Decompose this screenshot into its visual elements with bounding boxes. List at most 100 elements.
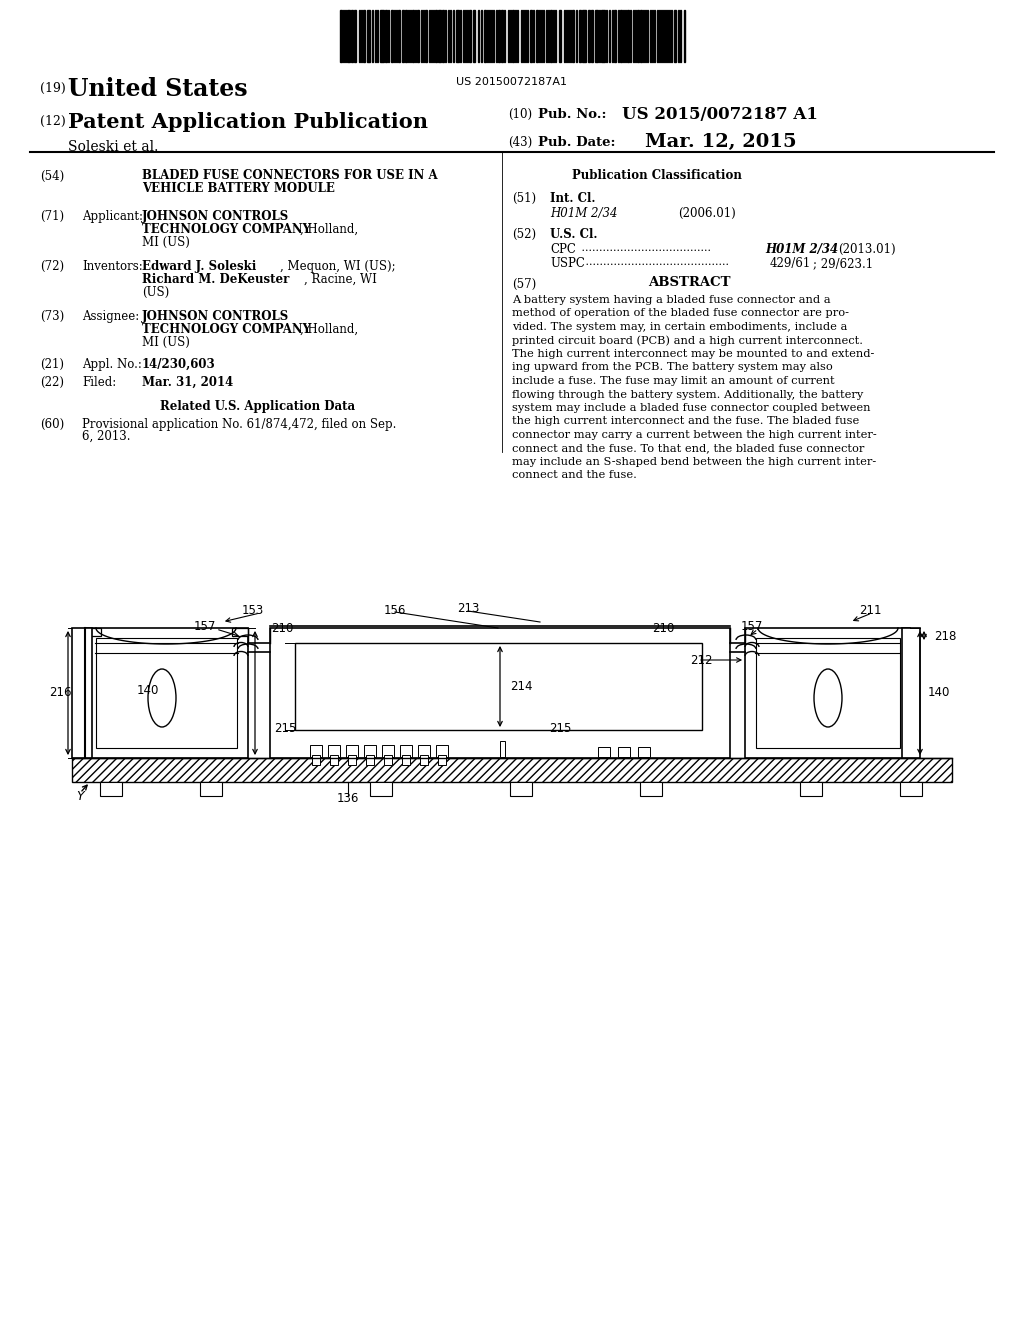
Text: Int. Cl.: Int. Cl. [550, 191, 596, 205]
Text: MI (US): MI (US) [142, 236, 189, 249]
Bar [582, 11, 586, 62]
Bar [400, 744, 412, 756]
Text: Inventors:: Inventors: [82, 260, 142, 273]
Bar [601, 11, 605, 62]
Text: Richard M. DeKeuster: Richard M. DeKeuster [142, 273, 290, 286]
Text: CPC: CPC [550, 243, 575, 256]
Text: connect and the fuse. To that end, the bladed fuse connector: connect and the fuse. To that end, the b… [512, 444, 864, 454]
Text: (60): (60) [40, 418, 65, 432]
Text: H01M 2/34: H01M 2/34 [550, 207, 617, 220]
Bar [510, 781, 532, 796]
Text: flowing through the battery system. Additionally, the battery: flowing through the battery system. Addi… [512, 389, 863, 400]
Bar [270, 628, 730, 758]
Bar [412, 11, 414, 62]
Bar [598, 747, 610, 756]
Bar [402, 11, 404, 62]
Text: TECHNOLOGY COMPANY: TECHNOLOGY COMPANY [142, 323, 311, 337]
Bar [362, 11, 365, 62]
Text: 216: 216 [49, 686, 72, 700]
Text: BLADED FUSE CONNECTORS FOR USE IN A: BLADED FUSE CONNECTORS FOR USE IN A [142, 169, 437, 182]
Bar [638, 747, 650, 756]
Bar [800, 781, 822, 796]
Bar [637, 11, 639, 62]
Bar [745, 628, 910, 758]
Text: .........................................: ........................................… [582, 257, 729, 267]
Text: 136: 136 [337, 792, 359, 804]
Text: (12): (12) [40, 115, 66, 128]
Text: JOHNSON CONTROLS: JOHNSON CONTROLS [142, 310, 289, 323]
Bar [391, 11, 393, 62]
Bar [572, 11, 574, 62]
Text: 153: 153 [242, 603, 264, 616]
Bar [530, 11, 532, 62]
Bar [330, 755, 338, 766]
Text: 156: 156 [384, 603, 407, 616]
Bar [348, 755, 356, 766]
Text: (72): (72) [40, 260, 65, 273]
Text: JOHNSON CONTROLS: JOHNSON CONTROLS [142, 210, 289, 223]
Bar [384, 755, 392, 766]
Text: Assignee:: Assignee: [82, 310, 139, 323]
Text: Related U.S. Application Data: Related U.S. Application Data [160, 400, 355, 413]
Text: Appl. No.:: Appl. No.: [82, 358, 142, 371]
Bar [232, 628, 248, 636]
Text: TECHNOLOGY COMPANY: TECHNOLOGY COMPANY [142, 223, 311, 236]
Bar [473, 11, 475, 62]
Text: (57): (57) [512, 279, 537, 290]
Bar [512, 11, 514, 62]
Text: ing upward from the PCB. The battery system may also: ing upward from the PCB. The battery sys… [512, 363, 833, 372]
Text: U.S. Cl.: U.S. Cl. [550, 228, 597, 242]
Bar [498, 11, 500, 62]
Bar [640, 781, 662, 796]
Text: (51): (51) [512, 191, 537, 205]
Text: US 20150072187A1: US 20150072187A1 [457, 77, 567, 87]
Text: USPC: USPC [550, 257, 585, 271]
Text: , Holland,: , Holland, [300, 323, 358, 337]
Text: include a fuse. The fuse may limit an amount of current: include a fuse. The fuse may limit an am… [512, 376, 835, 385]
Bar [346, 744, 358, 756]
Text: (73): (73) [40, 310, 65, 323]
Text: .....................................: ..................................... [578, 243, 711, 253]
Text: VEHICLE BATTERY MODULE: VEHICLE BATTERY MODULE [142, 182, 335, 195]
Bar [550, 11, 552, 62]
Bar [295, 643, 702, 730]
Bar [72, 758, 952, 781]
Text: Applicant:: Applicant: [82, 210, 143, 223]
Text: 14/230,603: 14/230,603 [142, 358, 216, 371]
Text: The high current interconnect may be mounted to and extend-: The high current interconnect may be mou… [512, 348, 874, 359]
Bar [456, 11, 459, 62]
Text: 210: 210 [652, 622, 674, 635]
Text: connector may carry a current between the high current inter-: connector may carry a current between th… [512, 430, 877, 440]
Bar [85, 628, 101, 636]
Bar [900, 781, 922, 796]
Text: Soleski et al.: Soleski et al. [68, 140, 159, 154]
Bar [340, 11, 342, 62]
Bar [96, 638, 237, 748]
Bar [640, 11, 642, 62]
Bar [442, 11, 444, 62]
Text: ; 29/623.1: ; 29/623.1 [813, 257, 873, 271]
Text: , Mequon, WI (US);: , Mequon, WI (US); [280, 260, 395, 273]
Bar [370, 781, 392, 796]
Text: (54): (54) [40, 170, 65, 183]
Text: Y: Y [76, 789, 84, 803]
Text: 218: 218 [934, 630, 956, 643]
Bar [559, 11, 561, 62]
Bar [902, 628, 920, 758]
Bar [417, 11, 419, 62]
Bar [618, 747, 630, 756]
Text: 157: 157 [194, 619, 216, 632]
Bar [595, 11, 598, 62]
Bar [500, 741, 505, 756]
Text: (43): (43) [508, 136, 532, 149]
Bar [591, 11, 593, 62]
Bar [354, 11, 356, 62]
Text: 215: 215 [273, 722, 296, 734]
Text: 6, 2013.: 6, 2013. [82, 430, 130, 444]
Text: (2006.01): (2006.01) [678, 207, 736, 220]
Bar [435, 11, 437, 62]
Bar [310, 744, 322, 756]
Text: 140: 140 [928, 686, 950, 700]
Text: MI (US): MI (US) [142, 337, 189, 348]
Bar [380, 11, 384, 62]
